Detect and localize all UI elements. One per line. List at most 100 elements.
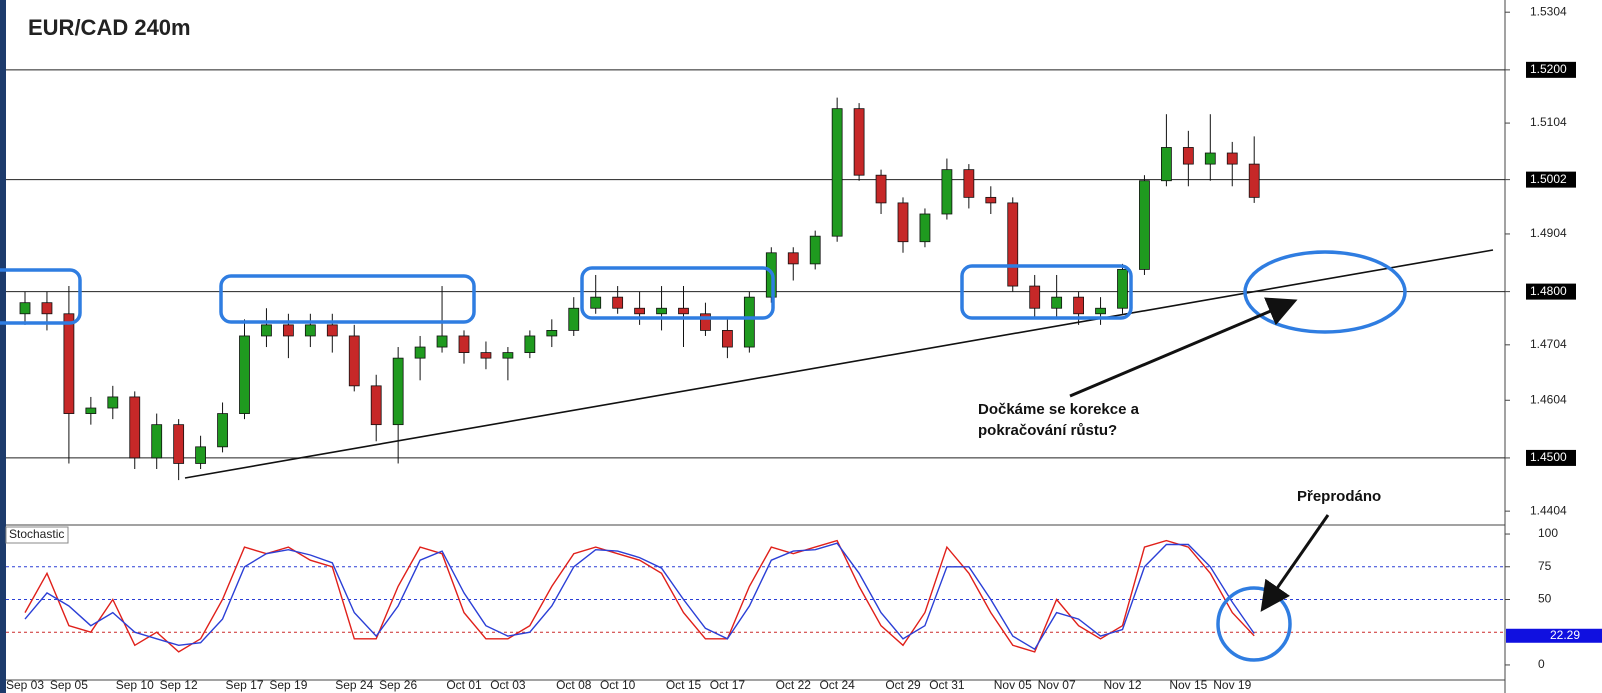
- left-edge: [0, 0, 6, 693]
- range-box: [960, 264, 1133, 320]
- annotation: Dočkáme se korekce a: [978, 401, 1140, 418]
- candle-body: [151, 424, 163, 459]
- candle-body: [392, 357, 404, 426]
- price-tag: [1526, 449, 1576, 466]
- candle-body: [743, 296, 755, 348]
- candle-body: [1029, 285, 1041, 309]
- candle-body: [1095, 307, 1106, 315]
- target-ellipse: [1243, 250, 1407, 334]
- candle-body: [414, 346, 426, 359]
- y-tick-label: 1.4604: [1530, 392, 1567, 406]
- x-tick-label: Sep 19: [269, 678, 307, 692]
- range-box: [219, 274, 476, 324]
- value-tag: [1506, 628, 1602, 643]
- candle-body: [1073, 296, 1084, 315]
- x-tick-label: Oct 10: [600, 678, 636, 692]
- candle-body: [63, 313, 75, 414]
- y-tick-label: 1.4800: [1530, 284, 1567, 298]
- candle-body: [239, 335, 250, 414]
- candle-body: [634, 307, 645, 315]
- candle-body: [1226, 152, 1238, 165]
- candle-body: [787, 252, 799, 265]
- x-tick-label: Nov 05: [994, 678, 1032, 692]
- candle-body: [195, 446, 207, 464]
- x-tick-label: Sep 17: [225, 678, 263, 692]
- stochastic-line: [24, 542, 1255, 651]
- candle-body: [853, 108, 865, 176]
- candle-body: [19, 302, 31, 315]
- candle-body: [1204, 152, 1216, 165]
- candle-body: [875, 174, 887, 204]
- candle-body: [722, 330, 733, 348]
- x-tick-label: Oct 03: [490, 678, 526, 692]
- price-tag: [1526, 283, 1576, 300]
- range-box: [580, 266, 775, 320]
- candle-body: [282, 324, 294, 337]
- x-tick-label: Oct 31: [929, 678, 965, 692]
- x-tick-label: Nov 15: [1169, 678, 1207, 692]
- candle-body: [919, 213, 931, 243]
- candle-body: [809, 235, 821, 265]
- candle-body: [261, 324, 272, 337]
- price-tag: [1526, 61, 1576, 78]
- candle-body: [1117, 269, 1128, 309]
- x-tick-label: Sep 10: [116, 678, 154, 692]
- value-tag-label: 22.29: [1550, 628, 1580, 642]
- y-tick-label: 1.5104: [1530, 115, 1567, 129]
- candle-body: [831, 108, 843, 237]
- candle-body: [348, 335, 360, 387]
- y-tick-label: 1.4500: [1530, 450, 1567, 464]
- annotation: Přeprodáno: [1297, 488, 1381, 505]
- x-tick-label: Nov 07: [1038, 678, 1076, 692]
- x-tick-label: Sep 05: [50, 678, 88, 692]
- candle-body: [502, 352, 514, 359]
- y-tick-label: 1.5200: [1530, 62, 1567, 76]
- candle-body: [590, 296, 602, 309]
- y-tick-label: 50: [1538, 592, 1552, 606]
- x-tick-label: Oct 22: [776, 678, 812, 692]
- x-tick-label: Nov 12: [1103, 678, 1141, 692]
- candle-body: [612, 296, 624, 309]
- price-tag: [1526, 171, 1576, 188]
- arrow: [1260, 514, 1330, 612]
- candle-body: [700, 313, 711, 331]
- y-tick-label: 75: [1538, 559, 1552, 573]
- chart-title: EUR/CAD 240m: [28, 15, 191, 40]
- indicator-label-box: [5, 526, 69, 544]
- x-tick-label: Sep 12: [160, 678, 198, 692]
- candle-body: [985, 196, 997, 204]
- candle-body: [1182, 147, 1194, 165]
- oversold-circle: [1216, 586, 1292, 662]
- candle-body: [546, 330, 558, 337]
- x-tick-label: Oct 17: [710, 678, 746, 692]
- x-tick-label: Sep 26: [379, 678, 417, 692]
- x-tick-label: Oct 24: [819, 678, 855, 692]
- candle-body: [480, 352, 492, 359]
- candle-body: [458, 335, 470, 353]
- stochastic-line: [24, 539, 1255, 653]
- candle-body: [941, 169, 953, 215]
- candle-body: [1007, 202, 1019, 287]
- x-tick-label: Oct 29: [885, 678, 921, 692]
- candle-body: [1139, 180, 1150, 270]
- candle-body: [1161, 147, 1172, 182]
- y-tick-label: 1.4704: [1530, 337, 1567, 351]
- candle-body: [129, 396, 141, 459]
- annotation: pokračování růstu?: [978, 422, 1117, 439]
- candle-body: [963, 169, 975, 198]
- candle-body: [568, 307, 580, 331]
- y-tick-label: 1.5002: [1530, 172, 1567, 186]
- y-tick-label: 1.4404: [1530, 503, 1567, 517]
- x-tick-label: Sep 24: [335, 678, 373, 692]
- candle-body: [107, 396, 119, 409]
- indicator-label: Stochastic: [9, 527, 64, 541]
- arrow: [1069, 297, 1298, 398]
- x-tick-label: Sep 03: [6, 678, 44, 692]
- candle-body: [524, 335, 536, 353]
- candle-body: [370, 385, 382, 426]
- y-tick-label: 0: [1538, 657, 1545, 671]
- candle-body: [436, 335, 448, 348]
- x-tick-label: Nov 19: [1213, 678, 1251, 692]
